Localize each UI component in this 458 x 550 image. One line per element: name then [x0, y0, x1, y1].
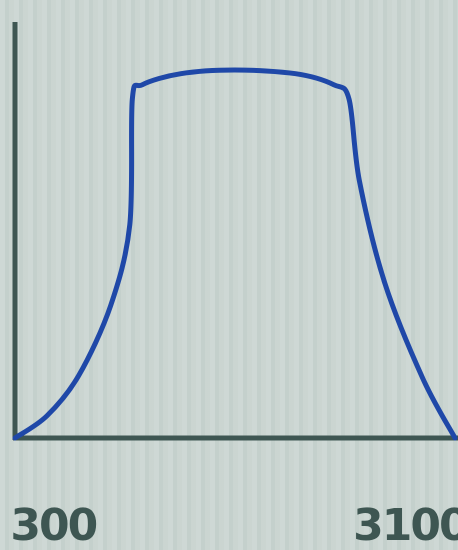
- x-tick-label-300: 300: [10, 500, 96, 550]
- series-line: [12, 67, 458, 441]
- x-tick-label-3100: 3100: [353, 500, 458, 550]
